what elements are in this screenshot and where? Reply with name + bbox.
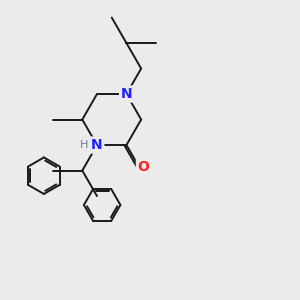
- Text: N: N: [91, 138, 103, 152]
- Text: H: H: [80, 140, 88, 150]
- Text: N: N: [121, 87, 132, 101]
- Text: O: O: [137, 160, 149, 174]
